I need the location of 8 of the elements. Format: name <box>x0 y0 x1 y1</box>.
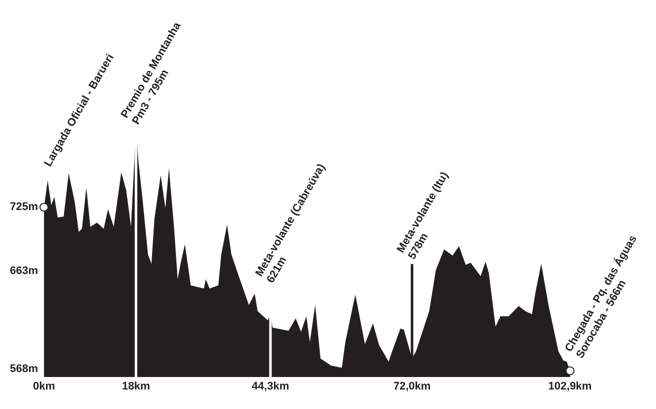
y-tick-label: 725m <box>10 201 38 214</box>
y-tick-label: 663m <box>10 265 38 278</box>
x-tick-label: 102,9km <box>548 380 592 393</box>
x-tick-label: 18km <box>122 380 150 393</box>
x-tick-label: 72,0km <box>393 380 431 393</box>
y-tick-label: 568m <box>10 362 38 375</box>
x-tick-label: 0km <box>32 380 56 393</box>
x-tick-label: 44,3km <box>252 380 290 393</box>
